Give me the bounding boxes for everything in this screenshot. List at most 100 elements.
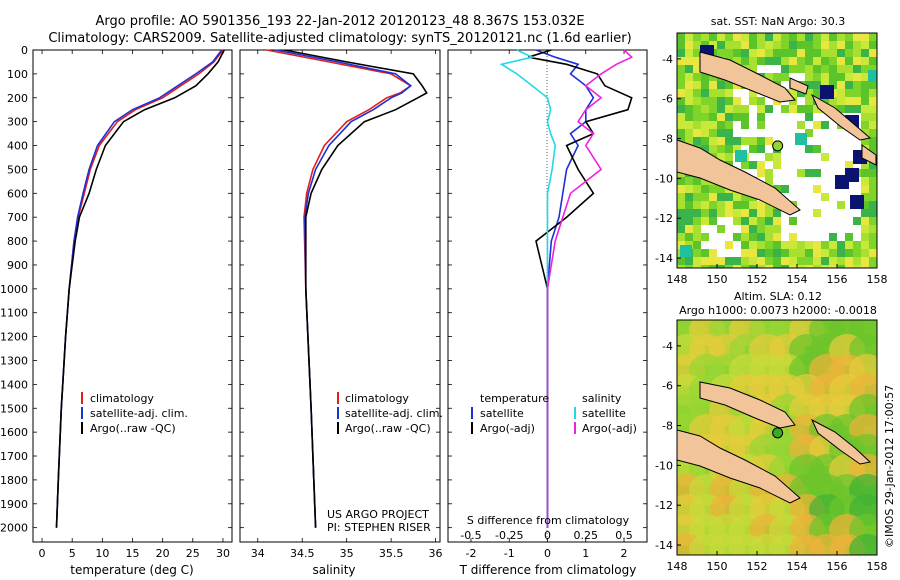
lon-tick-label: 158 xyxy=(867,560,888,573)
sst-cell xyxy=(837,257,845,265)
legend-argo: Argo(..raw -QC) xyxy=(345,422,431,435)
sst-cell xyxy=(789,49,797,57)
sst-cell xyxy=(709,193,717,201)
sst-cell xyxy=(709,33,717,41)
sst-cell xyxy=(725,153,733,161)
new-guinea-land xyxy=(677,429,801,504)
depth-tick-label: 0 xyxy=(21,44,28,57)
s-diff-xlabel: S difference from climatology xyxy=(467,514,630,527)
sst-cell xyxy=(677,193,685,201)
sst-cell xyxy=(861,241,869,249)
x-tick-label: 10 xyxy=(95,547,109,560)
sst-cell xyxy=(789,241,797,249)
sst-cell xyxy=(773,265,781,268)
sst-cell xyxy=(869,241,877,249)
sst-cell xyxy=(717,97,725,105)
sst-cell xyxy=(701,129,709,137)
sst-cell xyxy=(789,33,797,41)
sst-cell xyxy=(733,257,741,265)
sst-cell xyxy=(693,129,701,137)
sst-cell xyxy=(765,41,773,49)
sst-cell xyxy=(701,257,709,265)
sst-cell xyxy=(741,257,749,265)
sst-cell xyxy=(773,57,781,65)
sst-cell xyxy=(725,33,733,41)
sst-cell xyxy=(725,81,733,89)
sst-cell xyxy=(789,57,797,65)
sst-cell xyxy=(797,89,805,97)
legend-t-satellite: satellite xyxy=(480,407,524,420)
sst-cell xyxy=(709,249,717,257)
sst-cell xyxy=(797,169,805,177)
sst-cell xyxy=(821,257,829,265)
sst-cell xyxy=(677,97,685,105)
sst-cell xyxy=(853,33,861,41)
sst-cell xyxy=(717,113,725,121)
sst-cell xyxy=(853,57,861,65)
sst-cell xyxy=(805,105,813,113)
sst-cell xyxy=(813,241,821,249)
sst-cell xyxy=(813,145,821,153)
x-tick-label: 34.5 xyxy=(290,547,315,560)
sst-cell xyxy=(701,121,709,129)
x-tick-label: 35 xyxy=(340,547,354,560)
sst-cell xyxy=(693,105,701,113)
sst-cell xyxy=(869,225,877,233)
sst-cell xyxy=(845,97,853,105)
sst-cell xyxy=(685,177,693,185)
sst-cell xyxy=(845,257,853,265)
sst-cell xyxy=(677,185,685,193)
sst-cell xyxy=(869,57,877,65)
sst-cell xyxy=(805,249,813,257)
sst-cell xyxy=(853,81,861,89)
sst-cell xyxy=(765,33,773,41)
sst-cell xyxy=(861,217,869,225)
sst-cell xyxy=(837,105,845,113)
sst-cell xyxy=(709,217,717,225)
sst-cell xyxy=(677,209,685,217)
sst-cell xyxy=(717,121,725,129)
sst-cell xyxy=(797,65,805,73)
sst-cell xyxy=(813,265,821,268)
sst-cell xyxy=(757,169,765,177)
sst-cell xyxy=(869,169,877,177)
new-guinea-land xyxy=(677,139,801,216)
legend-satellite: satellite-adj. clim. xyxy=(345,407,443,420)
sst-cell xyxy=(701,177,709,185)
bougainville-land xyxy=(810,418,872,465)
depth-tick-label: 1600 xyxy=(0,426,28,439)
sst-cell xyxy=(869,177,877,185)
sst-cell xyxy=(701,33,709,41)
sst-cell xyxy=(813,105,821,113)
sst-cell xyxy=(789,105,797,113)
sst-cell xyxy=(757,201,765,209)
sst-cell xyxy=(805,113,813,121)
sst-cell xyxy=(845,57,853,65)
title-line2: Climatology: CARS2009. Satellite-adjuste… xyxy=(48,31,631,46)
sst-cell xyxy=(845,105,853,113)
x-tick-label: 36 xyxy=(429,547,443,560)
sst-cell xyxy=(717,81,725,89)
sst-cell xyxy=(845,73,853,81)
sst-cell xyxy=(861,201,869,209)
sst-cell xyxy=(861,49,869,57)
sst-cell xyxy=(757,265,765,268)
sst-cell xyxy=(733,145,741,153)
sst-cell xyxy=(749,145,757,153)
sst-cell xyxy=(693,81,701,89)
difference-legend: temperature satellite Argo(-adj) salinit… xyxy=(471,392,637,435)
sst-cell xyxy=(693,33,701,41)
sst-cell xyxy=(741,137,749,145)
sst-cell xyxy=(813,209,821,217)
sst-cell xyxy=(821,33,829,41)
sst-cell xyxy=(677,41,685,49)
sst-cell xyxy=(861,97,869,105)
sst-cell xyxy=(773,209,781,217)
sst-cell xyxy=(693,185,701,193)
sst-cell xyxy=(741,225,749,233)
sst-cell xyxy=(685,137,693,145)
sst-cell xyxy=(829,265,837,268)
sst-cell xyxy=(853,49,861,57)
sst-cell xyxy=(709,105,717,113)
series-line-s-satellite xyxy=(499,49,557,528)
